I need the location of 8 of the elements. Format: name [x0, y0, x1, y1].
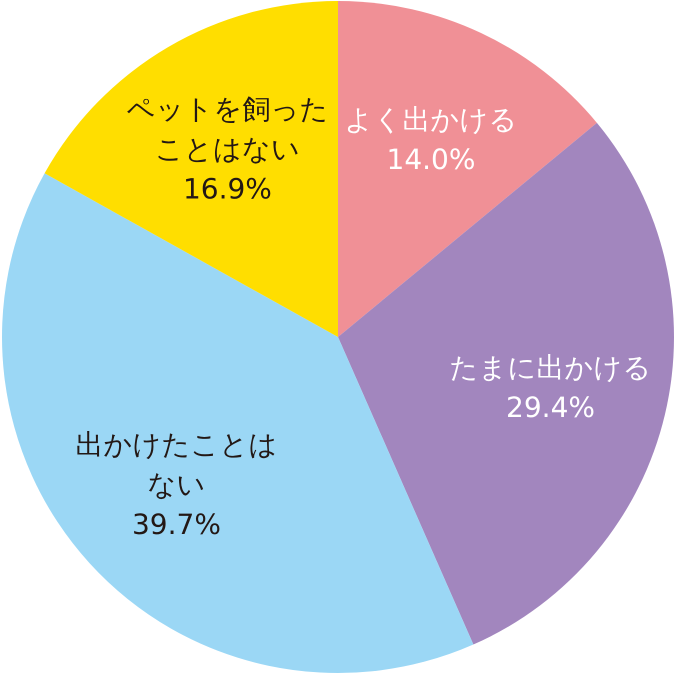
data-label: 16.9%: [182, 172, 272, 206]
slice-label: よく出かける: [344, 103, 518, 136]
slice-label: ペットを飼ったことはない: [126, 92, 328, 166]
data-label: 29.4%: [506, 391, 595, 424]
slice-label: たまに出かける: [450, 351, 652, 384]
data-label: 14.0%: [386, 143, 476, 176]
slice-label: 出かけたことはない: [75, 428, 278, 501]
data-label: 39.7%: [132, 508, 221, 541]
